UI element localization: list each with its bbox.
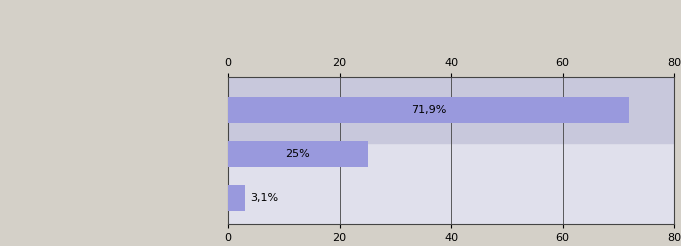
Bar: [228, 97, 629, 123]
Text: 3,1%: 3,1%: [250, 193, 278, 203]
Bar: [228, 141, 368, 167]
Text: 25%: 25%: [285, 149, 311, 159]
Text: 71,9%: 71,9%: [411, 105, 446, 115]
Bar: [228, 77, 674, 143]
Bar: [228, 184, 245, 211]
